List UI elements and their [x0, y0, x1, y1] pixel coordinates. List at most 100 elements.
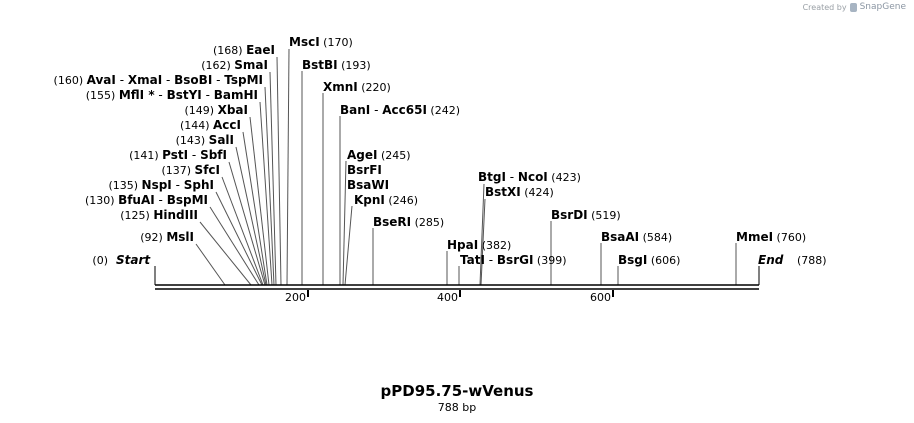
- cut-site-labels: (168) EaeI(162) SmaI(160) AvaI - XmaI - …: [54, 35, 827, 267]
- enzyme-name-hindiii: HindIII: [153, 208, 198, 222]
- enzyme-name-xmni: XmnI: [323, 80, 358, 94]
- snapgene-logo-icon: [849, 2, 857, 12]
- site-label-mmei: MmeI (760): [736, 230, 806, 244]
- leader-smai: [269, 71, 277, 286]
- site-position: (141): [129, 149, 162, 162]
- site-position: (246): [385, 194, 418, 207]
- site-label-bstxi: BstXI (424): [485, 185, 554, 199]
- site-label-bsrfi: BsrFI: [347, 163, 382, 177]
- enzyme-name-sali: SalI: [209, 133, 234, 147]
- sequence-backbone: [155, 284, 759, 290]
- enzyme-name-xbai: XbaI: [218, 103, 248, 117]
- enzyme-name-tati: TatI: [460, 253, 485, 267]
- enzyme-name-sbfi: SbfI: [200, 148, 227, 162]
- leader-acci: [242, 131, 268, 286]
- enzyme-name-sfci: SfcI: [195, 163, 220, 177]
- site-label-bseri: BseRI (285): [373, 215, 444, 229]
- enzyme-name-bfuai: BfuAI: [118, 193, 155, 207]
- enzyme-name-psti: PstI: [162, 148, 188, 162]
- site-position: (760): [773, 231, 806, 244]
- name-separator: -: [202, 88, 214, 102]
- site-position: (92): [140, 231, 166, 244]
- leader-hindiii: [199, 221, 252, 286]
- leader-agei: [342, 160, 347, 286]
- ruler-label-600: 600: [590, 291, 611, 304]
- site-label-acci: (144) AccI: [180, 118, 241, 132]
- site-label-avai: (160) AvaI - XmaI - BsoBI - TspMI: [54, 73, 263, 87]
- credit-brand: SnapGene: [859, 2, 906, 12]
- leader-sali: [235, 146, 267, 286]
- site-label-eaei: (168) EaeI: [213, 43, 275, 57]
- enzyme-name-bsawi: BsaWI: [347, 178, 389, 192]
- enzyme-name-xmai: XmaI: [128, 73, 162, 87]
- name-separator: -: [485, 253, 497, 267]
- start-position: (0): [92, 254, 108, 267]
- site-position: (155): [86, 89, 119, 102]
- site-position: (162): [201, 59, 234, 72]
- site-position: (285): [411, 216, 444, 229]
- site-position: (144): [180, 119, 213, 132]
- enzyme-name-bsgi: BsgI: [618, 253, 647, 267]
- enzyme-name-btgi: BtgI: [478, 170, 506, 184]
- site-label-tati: TatI - BsrGI (399): [460, 253, 567, 267]
- name-separator: -: [370, 103, 382, 117]
- enzyme-name-msci: MscI: [289, 35, 320, 49]
- leader-msli: [195, 243, 226, 286]
- name-separator: -: [188, 148, 200, 162]
- site-position: (168): [213, 44, 246, 57]
- site-label-smai: (162) SmaI: [201, 58, 268, 72]
- enzyme-name-bsrdi: BsrDI: [551, 208, 588, 222]
- site-label-mfli: (155) MflI * - BstYI - BamHI: [86, 88, 258, 102]
- enzyme-name-nspi: NspI: [142, 178, 172, 192]
- enzyme-name-bstxi: BstXI: [485, 185, 521, 199]
- site-label-hindiii: (125) HindIII: [120, 208, 198, 222]
- enzyme-name-agei: AgeI: [347, 148, 377, 162]
- site-position: (149): [185, 104, 218, 117]
- name-separator: -: [506, 170, 518, 184]
- site-position: (170): [320, 36, 353, 49]
- site-position: (160): [54, 74, 87, 87]
- enzyme-name-ncoi: NcoI: [518, 170, 548, 184]
- enzyme-name-mmei: MmeI: [736, 230, 773, 244]
- enzyme-name-kpni: KpnI: [354, 193, 385, 207]
- site-label-btgi: BtgI - NcoI (423): [478, 170, 581, 184]
- enzyme-name-acc65i: Acc65I: [382, 103, 427, 117]
- site-label-nspi: (135) NspI - SphI: [108, 178, 214, 192]
- site-position: (130): [85, 194, 118, 207]
- site-label-xbai: (149) XbaI: [185, 103, 248, 117]
- leader-eaei: [276, 56, 282, 286]
- site-position: (193): [338, 59, 371, 72]
- site-position: (399): [533, 254, 566, 267]
- site-position: (143): [176, 134, 209, 147]
- leader-bstxi: [480, 198, 486, 286]
- enzyme-name-msli: MslI: [166, 230, 194, 244]
- cut-site-leaders: [154, 48, 760, 286]
- site-position: (584): [639, 231, 672, 244]
- site-position: (242): [427, 104, 460, 117]
- site-position: (424): [521, 186, 554, 199]
- site-label-sfci: (137) SfcI: [161, 163, 220, 177]
- leader-xbai: [249, 116, 270, 286]
- leader-avai: [264, 86, 275, 286]
- enzyme-name-bani: BanI: [340, 103, 370, 117]
- snapgene-credit: Created by SnapGene: [803, 2, 906, 12]
- leader-msci: [286, 48, 290, 286]
- site-position: (519): [588, 209, 621, 222]
- enzyme-name-bsaai: BsaAI: [601, 230, 639, 244]
- site-label-psti: (141) PstI - SbfI: [129, 148, 227, 162]
- enzyme-name-hpai: HpaI: [447, 238, 478, 252]
- site-label-msli: (92) MslI: [140, 230, 194, 244]
- site-position: (137): [161, 164, 194, 177]
- site-label-bsrdi: BsrDI (519): [551, 208, 621, 222]
- name-separator: -: [155, 88, 167, 102]
- end-position: (788): [797, 254, 827, 267]
- enzyme-name-bamhi: BamHI: [214, 88, 258, 102]
- site-label-xmni: XmnI (220): [323, 80, 391, 94]
- site-position: (423): [548, 171, 581, 184]
- enzyme-name-bsobi: BsoBI: [174, 73, 212, 87]
- site-position: (220): [358, 81, 391, 94]
- site-position: (245): [377, 149, 410, 162]
- site-label-kpni: KpnI (246): [354, 193, 418, 207]
- enzyme-name-bsrgi: BsrGI: [497, 253, 534, 267]
